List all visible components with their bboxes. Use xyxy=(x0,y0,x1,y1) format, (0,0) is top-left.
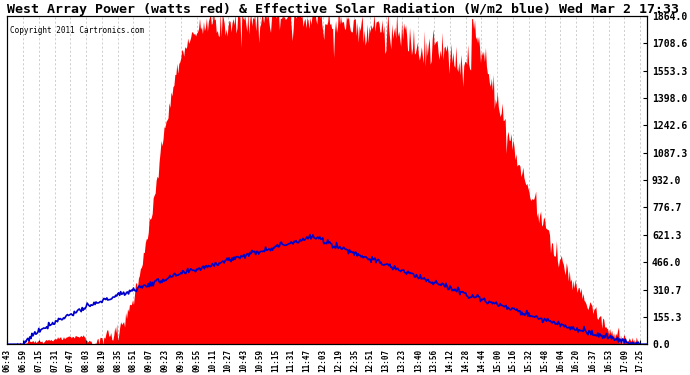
Text: West Array Power (watts red) & Effective Solar Radiation (W/m2 blue) Wed Mar 2 1: West Array Power (watts red) & Effective… xyxy=(8,3,679,16)
Text: Copyright 2011 Cartronics.com: Copyright 2011 Cartronics.com xyxy=(10,26,145,35)
